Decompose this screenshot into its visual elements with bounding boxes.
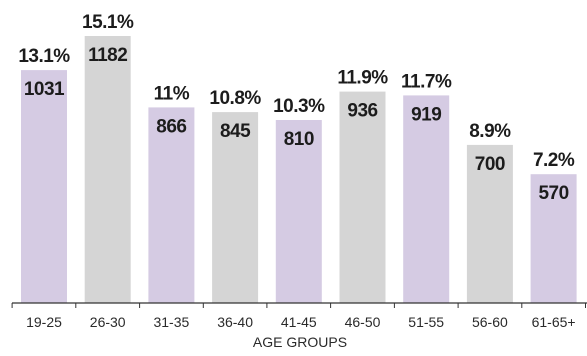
bar-31-35: [148, 107, 195, 304]
bar-percent-label-61-65+: 7.2%: [533, 150, 575, 171]
x-axis-label: AGE GROUPS: [253, 334, 347, 350]
bar-percent-label-41-45: 10.3%: [273, 96, 325, 117]
x-tick-label-46-50: 46-50: [345, 314, 381, 330]
x-tick-label-19-25: 19-25: [26, 314, 62, 330]
bar-56-60: [466, 144, 513, 303]
bar-26-30: [84, 36, 131, 303]
bar-value-label-26-30: 1182: [88, 45, 127, 66]
bar-61-65+: [530, 174, 577, 303]
ticks-layer: 19-25 26-30 31-35 36-40 41-45 46-50 51-55 56-60…: [11, 303, 586, 330]
bar-value-label-41-45: 810: [284, 129, 314, 150]
bar-value-label-56-60: 700: [475, 154, 505, 175]
bar-value-label-46-50: 936: [347, 101, 377, 122]
bar-value-label-31-35: 866: [156, 116, 186, 137]
bar-51-55: [403, 95, 450, 304]
bar-19-25: [21, 70, 67, 303]
x-tick-label-26-30: 26-30: [90, 314, 126, 330]
x-tick-label-51-55: 51-55: [408, 314, 444, 330]
bar-percent-label-31-35: 11%: [154, 83, 190, 104]
bar-value-label-36-40: 845: [220, 121, 251, 142]
x-tick-label-31-35: 31-35: [153, 314, 189, 330]
bar-value-label-19-25: 1031: [24, 79, 65, 100]
bar-percent-label-46-50: 11.9%: [337, 68, 388, 89]
bar-value-label-51-55: 919: [411, 104, 441, 125]
bar-percent-label-19-25: 13.1%: [18, 46, 70, 67]
x-tick-label-36-40: 36-40: [217, 314, 253, 330]
bar-value-label-61-65+: 570: [538, 183, 568, 204]
bar-percent-label-56-60: 8.9%: [469, 121, 511, 142]
bar-41-45: [275, 120, 322, 303]
bar-percent-label-36-40: 10.8%: [209, 88, 261, 109]
bar-36-40: [212, 112, 259, 303]
bar-percent-label-51-55: 11.7%: [401, 71, 452, 92]
labels-layer: 1031 13.1% 1182 15.1% 866 11% 845 10.8% 810 10.3%…: [18, 12, 575, 204]
x-tick-label-56-60: 56-60: [472, 314, 508, 330]
bars-layer: [21, 36, 577, 304]
bar-46-50: [339, 91, 386, 303]
x-tick-label-41-45: 41-45: [281, 314, 317, 330]
x-tick-label-61-65+: 61-65+: [532, 314, 576, 330]
bar-percent-label-26-30: 15.1%: [82, 12, 134, 33]
